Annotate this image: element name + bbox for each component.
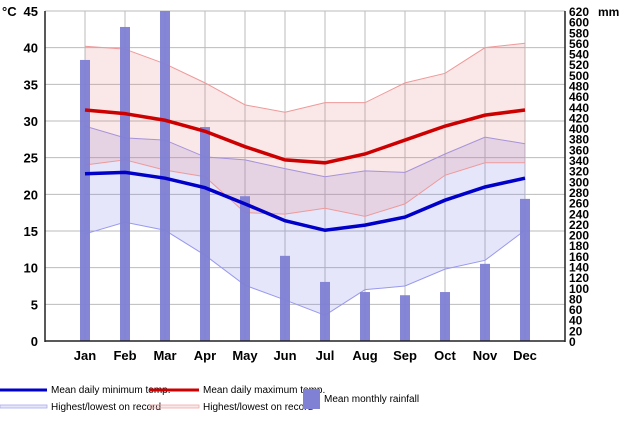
left-axis-unit: °C — [2, 4, 17, 19]
legend-rainfall-swatch — [303, 389, 320, 409]
left-tick-label: 25 — [24, 151, 38, 166]
left-tick-label: 0 — [31, 334, 38, 349]
max-record-band-lower — [84, 159, 525, 217]
month-label: Jun — [273, 348, 296, 363]
month-label: Nov — [473, 348, 498, 363]
rainfall-bar-feb — [120, 26, 130, 341]
right-tick-label: 560 — [569, 37, 589, 51]
rainfall-bar-jun — [280, 255, 290, 341]
legend-mean-max-label: Mean daily maximum temp. — [203, 385, 325, 396]
right-tick-label: 220 — [569, 218, 589, 232]
legend-rainfall-label: Mean monthly rainfall — [324, 394, 419, 405]
rainfall-bar-nov — [480, 263, 490, 341]
left-tick-label: 30 — [24, 114, 38, 129]
right-tick-label: 160 — [569, 250, 589, 264]
right-tick-label: 400 — [569, 122, 589, 136]
min-record-band-lower — [84, 221, 526, 316]
rainfall-bar-dec — [520, 198, 530, 341]
left-tick-label: 20 — [24, 187, 38, 202]
rainfall-bar-jul — [320, 281, 330, 341]
right-tick-label: 420 — [569, 111, 589, 125]
left-tick-label: 45 — [24, 4, 38, 19]
month-label: Jan — [74, 348, 96, 363]
right-tick-label: 140 — [569, 260, 589, 274]
right-tick-label: 0 — [569, 335, 576, 349]
right-tick-label: 100 — [569, 282, 589, 296]
month-label: Oct — [434, 348, 456, 363]
month-label: Aug — [352, 348, 377, 363]
mean-min-line — [84, 170, 526, 233]
rainfall-bar-aug — [360, 292, 370, 341]
left-tick-label: 10 — [24, 261, 38, 276]
rainfall-bar-apr — [200, 127, 210, 341]
right-tick-label: 580 — [569, 26, 589, 40]
right-tick-label: 620 — [569, 5, 589, 19]
right-tick-label: 380 — [569, 133, 589, 147]
right-tick-label: 340 — [569, 154, 589, 168]
month-label: Apr — [194, 348, 216, 363]
left-tick-label: 5 — [31, 297, 38, 312]
right-tick-label: 80 — [569, 292, 583, 306]
right-tick-label: 300 — [569, 175, 589, 189]
right-tick-label: 180 — [569, 239, 589, 253]
min-record-band-fill — [85, 126, 525, 316]
right-tick-label: 540 — [569, 48, 589, 62]
month-label: Dec — [513, 348, 537, 363]
month-label: Feb — [113, 348, 136, 363]
right-tick-label: 280 — [569, 186, 589, 200]
right-tick-label: 200 — [569, 229, 589, 243]
right-tick-label: 520 — [569, 58, 589, 72]
right-tick-label: 120 — [569, 271, 589, 285]
right-tick-label: 500 — [569, 69, 589, 83]
legend-max-record-swatch — [149, 404, 200, 409]
month-label: Sep — [393, 348, 417, 363]
right-tick-label: 360 — [569, 143, 589, 157]
right-tick-label: 460 — [569, 90, 589, 104]
left-tick-label: 15 — [24, 224, 38, 239]
mean-max-line — [84, 108, 526, 165]
rainfall-bars — [80, 11, 530, 341]
rainfall-bar-oct — [440, 292, 450, 341]
right-tick-label: 600 — [569, 16, 589, 30]
max-record-band-fill — [85, 43, 525, 217]
month-label: May — [232, 348, 258, 363]
rainfall-bar-jan — [80, 59, 90, 341]
right-tick-label: 40 — [569, 314, 583, 328]
month-label: Mar — [153, 348, 176, 363]
min-record-band-upper — [84, 125, 526, 178]
right-tick-label: 440 — [569, 101, 589, 115]
left-tick-label: 35 — [24, 77, 38, 92]
rainfall-bar-may — [240, 196, 250, 341]
right-tick-label: 260 — [569, 197, 589, 211]
right-tick-label: 60 — [569, 303, 583, 317]
right-tick-label: 480 — [569, 80, 589, 94]
rainfall-bar-sep — [400, 295, 410, 341]
left-tick-label: 40 — [24, 41, 38, 56]
legend-mean-min-label: Mean daily minimum temp. — [51, 385, 170, 396]
rainfall-bar-mar — [160, 11, 170, 341]
legend-min-record-label: Highest/lowest on record — [51, 402, 161, 413]
max-record-band-upper — [84, 42, 526, 113]
right-tick-label: 20 — [569, 324, 583, 338]
legend-max-record-label: Highest/lowest on record — [203, 402, 313, 413]
month-label: Jul — [316, 348, 335, 363]
right-axis-unit: mm — [598, 5, 619, 19]
right-tick-label: 320 — [569, 165, 589, 179]
right-tick-label: 240 — [569, 207, 589, 221]
legend-min-record-swatch — [0, 404, 48, 409]
